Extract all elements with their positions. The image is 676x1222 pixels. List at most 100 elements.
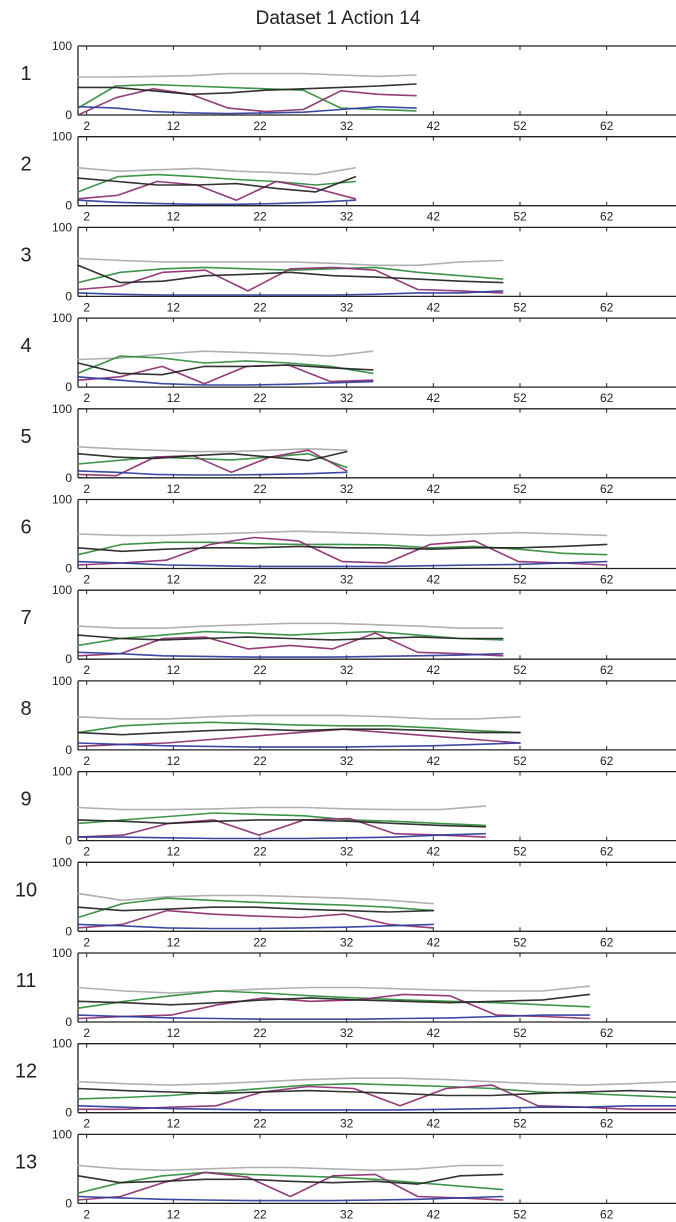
series-line [77,985,591,994]
x-tick-label: 62 [600,482,614,496]
y-tick-label: 0 [65,1015,72,1029]
panel-label: 7 [20,607,31,629]
x-tick-label: 22 [253,1026,267,1040]
series-line [77,173,357,193]
y-tick-label: 100 [52,1037,72,1051]
series-line [77,651,504,658]
series-line [77,832,487,840]
series-line [77,923,435,930]
series-line [77,812,487,827]
x-tick-label: 12 [167,482,181,496]
x-tick-label: 52 [513,300,527,314]
x-tick-label: 42 [427,119,441,133]
x-tick-label: 42 [427,573,441,587]
x-tick-label: 62 [600,119,614,133]
x-tick-label: 2 [83,573,90,587]
x-tick-label: 22 [253,845,267,859]
y-tick-label: 100 [52,130,72,144]
series-line [77,1171,504,1201]
x-tick-label: 32 [340,935,354,949]
series-line [77,742,521,748]
series-line [77,350,374,361]
series-line [77,266,504,284]
x-tick-label: 62 [600,300,614,314]
x-tick-label: 2 [83,663,90,677]
series-line [77,470,348,476]
x-tick-label: 42 [427,663,441,677]
y-tick-label: 0 [65,289,72,303]
y-tick-label: 100 [52,765,72,779]
series-line [77,1084,676,1111]
x-tick-label: 22 [253,119,267,133]
x-tick-label: 32 [340,210,354,224]
series-line [77,105,417,115]
y-tick-label: 0 [65,199,72,213]
x-tick-label: 12 [167,1026,181,1040]
x-tick-label: 22 [253,1207,267,1221]
y-tick-label: 0 [65,380,72,394]
y-tick-label: 100 [52,583,72,597]
y-tick-label: 0 [65,652,72,666]
y-tick-label: 100 [52,855,72,869]
y-tick-label: 100 [52,402,72,416]
x-tick-label: 52 [513,1117,527,1131]
series-line [77,632,504,657]
x-tick-label: 12 [167,573,181,587]
series-line [77,1077,676,1086]
series-line [77,728,521,748]
panel-label: 13 [15,1151,37,1173]
series-line [77,167,357,176]
y-tick-label: 0 [65,924,72,938]
series-line [77,1171,504,1194]
x-tick-label: 62 [600,210,614,224]
series-line [77,714,521,720]
x-tick-label: 32 [340,391,354,405]
x-tick-label: 42 [427,300,441,314]
x-tick-label: 52 [513,663,527,677]
panel-label: 4 [20,335,31,357]
x-tick-label: 32 [340,663,354,677]
x-tick-label: 32 [340,482,354,496]
panel-label: 1 [20,63,31,85]
x-tick-label: 32 [340,119,354,133]
x-tick-label: 22 [253,663,267,677]
y-tick-label: 100 [52,220,72,234]
x-tick-label: 12 [167,845,181,859]
series-line [77,721,521,734]
series-line [77,83,417,96]
x-tick-label: 2 [83,391,90,405]
x-tick-label: 62 [600,1026,614,1040]
x-tick-label: 32 [340,1117,354,1131]
x-tick-label: 62 [600,391,614,405]
series-line [77,634,504,641]
panel-label: 8 [20,698,31,720]
series-line [77,362,374,376]
x-tick-label: 2 [83,119,90,133]
panel-label: 12 [15,1061,37,1083]
series-line [77,543,608,553]
panel-label: 10 [15,879,37,901]
series-line [77,266,504,294]
x-tick-label: 42 [427,391,441,405]
series-line [77,906,435,913]
x-tick-label: 12 [167,1207,181,1221]
x-tick-label: 42 [427,1117,441,1131]
series-line [77,1014,591,1021]
x-tick-label: 2 [83,1026,90,1040]
x-tick-label: 12 [167,210,181,224]
series-line [77,375,374,386]
series-line [77,1105,676,1111]
y-tick-label: 0 [65,1106,72,1120]
series-line [77,630,504,647]
y-tick-label: 0 [65,108,72,122]
x-tick-label: 2 [83,1207,90,1221]
series-line [77,541,608,556]
panel-label: 6 [20,517,31,539]
x-tick-label: 62 [600,663,614,677]
x-tick-label: 22 [253,210,267,224]
panel-label: 9 [20,789,31,811]
x-tick-label: 62 [600,1207,614,1221]
x-tick-label: 52 [513,754,527,768]
